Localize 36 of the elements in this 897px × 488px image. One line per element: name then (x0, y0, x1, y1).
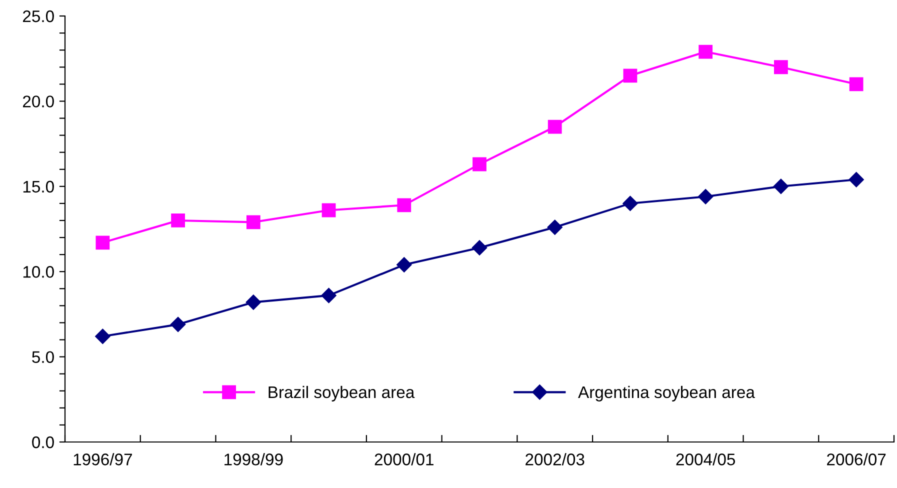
y-tick-label: 10.0 (23, 266, 54, 278)
point (547, 220, 562, 235)
point (472, 157, 486, 172)
point (848, 172, 864, 188)
x-tick-label: 1998/99 (224, 453, 283, 466)
point (170, 316, 186, 332)
point (849, 77, 864, 92)
point (623, 68, 638, 83)
y-tick-label: 20.0 (22, 96, 54, 108)
point (774, 60, 788, 74)
y-tick-label: 15.0 (23, 180, 54, 193)
point (246, 294, 261, 310)
x-tick-label: 2002/03 (526, 453, 584, 466)
point (171, 214, 185, 228)
point (321, 288, 336, 304)
point (397, 198, 412, 212)
point (773, 178, 789, 194)
x-tick-label: 1996/97 (74, 453, 132, 466)
x-tick-label: 2000/01 (374, 453, 434, 466)
y-tick-label: 0.0 (32, 436, 54, 448)
x-tick-label: 2004/05 (676, 453, 736, 466)
point (698, 44, 713, 59)
point (246, 215, 260, 230)
point (396, 257, 412, 272)
x-tick-label: 2006/07 (827, 453, 886, 466)
point (548, 120, 562, 134)
y-tick-label: 5.0 (32, 351, 54, 364)
point (322, 203, 336, 218)
point (472, 240, 488, 256)
point (95, 328, 110, 344)
legend-label: Argentina soybean area (578, 386, 755, 402)
point (698, 189, 714, 204)
point (622, 196, 638, 212)
y-tick-label: 25.0 (22, 10, 54, 22)
point (96, 236, 110, 250)
legend-label: Brazil soybean area (268, 386, 415, 402)
